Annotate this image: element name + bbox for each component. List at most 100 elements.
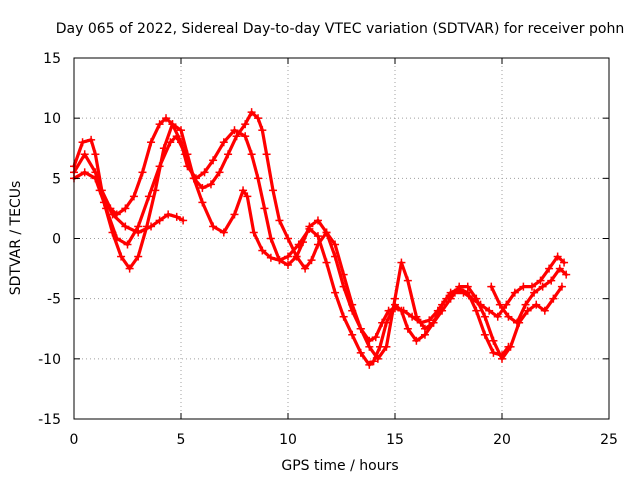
data-point: [391, 294, 399, 303]
data-point: [151, 186, 160, 195]
data-point: [91, 168, 100, 177]
data-point: [331, 288, 340, 297]
data-point: [147, 138, 156, 147]
data-point: [284, 252, 292, 261]
data-point: [560, 258, 569, 267]
data-point: [382, 342, 391, 351]
data-point: [292, 252, 301, 261]
data-point: [147, 222, 156, 231]
data-point: [480, 330, 489, 339]
data-point: [313, 232, 322, 241]
data-point: [172, 132, 181, 141]
data-point: [313, 216, 322, 225]
y-tick-label: -5: [47, 292, 61, 308]
data-point: [412, 312, 421, 321]
data-point: [275, 256, 284, 265]
data-point: [472, 306, 481, 315]
data-point: [258, 126, 267, 135]
data-point: [260, 204, 269, 213]
data-point: [365, 360, 374, 369]
data-point: [243, 192, 252, 201]
data-point: [138, 168, 147, 177]
data-point: [339, 270, 348, 279]
data-point: [489, 336, 498, 345]
data-point: [331, 240, 340, 249]
data-point: [348, 330, 357, 339]
data-point: [241, 120, 250, 129]
data-point: [545, 264, 554, 273]
data-point: [200, 168, 209, 177]
data-point: [446, 294, 455, 303]
data-point: [307, 256, 316, 265]
data-point: [420, 324, 429, 333]
data-point: [247, 150, 256, 159]
data-point: [301, 264, 310, 273]
series-track-5: [489, 267, 568, 325]
data-point: [219, 228, 228, 237]
data-point: [144, 192, 153, 201]
data-point: [159, 144, 168, 153]
data-point: [512, 318, 521, 327]
data-point: [134, 228, 143, 237]
data-point: [322, 228, 331, 237]
data-point: [87, 135, 96, 144]
data-point: [397, 306, 406, 315]
data-point: [172, 212, 181, 221]
data-point: [313, 240, 322, 249]
data-point: [162, 114, 171, 123]
data-point: [275, 216, 284, 225]
data-point: [123, 240, 132, 249]
data-point: [254, 174, 263, 183]
data-point: [498, 354, 506, 363]
data-point: [412, 336, 421, 345]
data-point: [472, 294, 481, 303]
x-tick-label: 5: [177, 432, 186, 448]
data-point: [241, 132, 250, 141]
data-point: [230, 126, 239, 135]
x-tick-label: 25: [600, 432, 618, 448]
data-point: [198, 183, 207, 192]
data-point: [108, 210, 117, 219]
y-tick-label: 15: [43, 51, 61, 67]
data-point: [493, 312, 502, 321]
data-point: [91, 150, 100, 159]
data-point: [523, 306, 532, 315]
data-point: [254, 114, 263, 123]
data-point: [209, 222, 218, 231]
data-point: [371, 333, 380, 342]
data-point: [155, 120, 164, 129]
data-point: [485, 306, 494, 315]
data-point: [438, 306, 447, 315]
data-point: [249, 228, 258, 237]
y-tick-label: 10: [43, 111, 61, 127]
data-point: [266, 234, 275, 243]
data-point: [562, 270, 571, 279]
data-point: [168, 120, 177, 129]
data-point: [164, 210, 173, 219]
y-tick-label: -10: [38, 352, 61, 368]
data-point: [356, 348, 365, 357]
data-point: [189, 174, 198, 183]
data-point: [121, 222, 130, 231]
data-point: [397, 258, 406, 267]
data-point: [549, 294, 558, 303]
data-point: [179, 216, 188, 225]
data-point: [403, 324, 412, 333]
data-point: [527, 282, 536, 291]
data-point: [530, 288, 539, 297]
data-point: [117, 252, 126, 261]
data-point: [365, 342, 374, 351]
data-point: [339, 312, 348, 321]
data-point: [455, 282, 464, 291]
data-point: [305, 224, 314, 233]
y-tick-label: -15: [38, 412, 61, 428]
data-point: [155, 216, 164, 225]
data-point: [506, 342, 515, 351]
data-point: [480, 312, 489, 321]
data-point: [232, 132, 241, 141]
data-point: [108, 228, 117, 237]
data-point: [80, 168, 89, 177]
data-point: [177, 126, 185, 135]
data-point: [555, 264, 564, 273]
